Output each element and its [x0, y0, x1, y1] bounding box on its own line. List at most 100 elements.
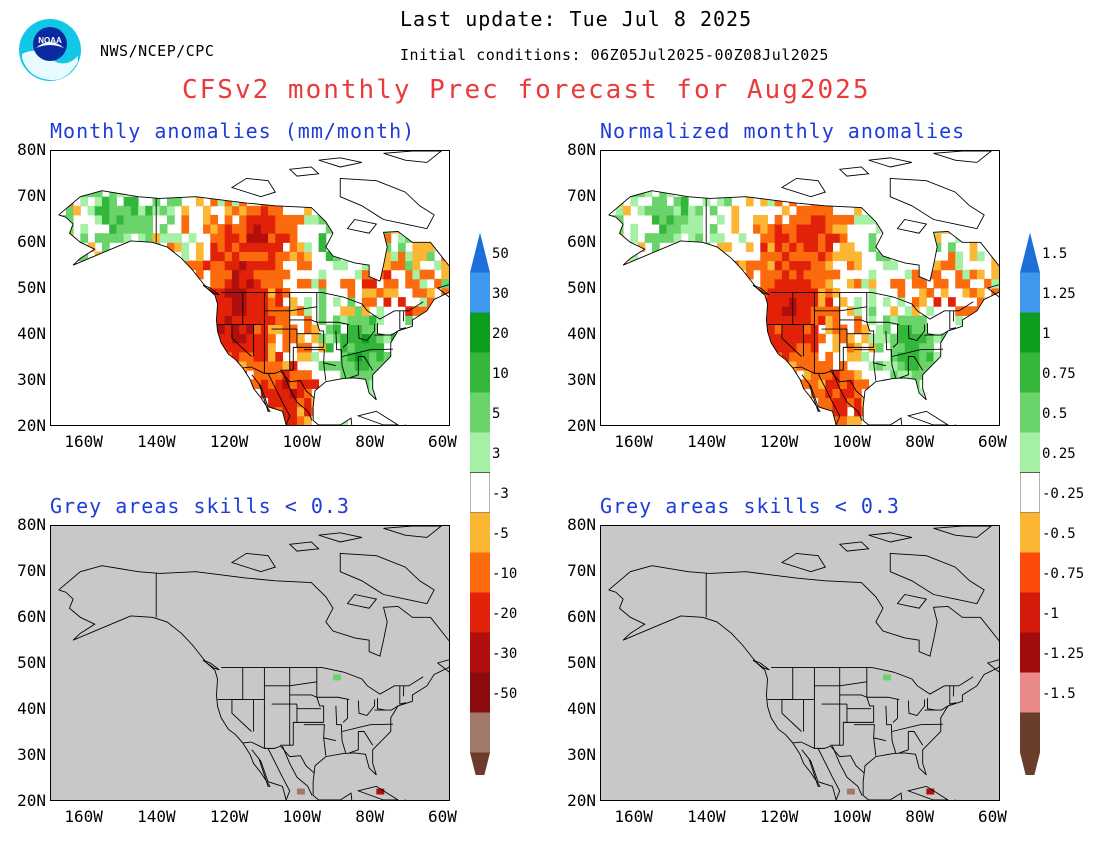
initial-conditions: Initial conditions: 06Z05Jul2025-00Z08Ju… [400, 46, 829, 64]
colorbar-tick-label: 0.5 [1042, 406, 1068, 422]
colorbar-tick-label: 20 [492, 326, 509, 342]
lon-tick-label: 100W [832, 432, 872, 451]
skill-spot [883, 674, 891, 681]
colorbar-segment [1020, 632, 1040, 673]
lon-tick-label: 160W [64, 432, 103, 451]
colorbar-segment [470, 352, 490, 393]
colorbar-tick-label: 5 [492, 406, 501, 422]
colorbar-segment [1020, 672, 1040, 713]
lat-tick-label: 30N [17, 370, 46, 389]
lon-tick-label: 80W [905, 432, 935, 451]
lon-tick-label: 160W [614, 432, 653, 451]
skill-spot [376, 788, 385, 795]
lat-tick-label: 60N [17, 232, 46, 251]
colorbar-segment [470, 392, 490, 433]
colorbar-segment [1020, 712, 1040, 753]
colorbar-normalized [1020, 232, 1040, 775]
colorbar-tick-label: -1.25 [1042, 646, 1085, 662]
map-canvas [608, 526, 999, 800]
lat-tick-label: 80N [17, 140, 46, 159]
colorbar-segment [470, 712, 490, 753]
colorbar-tick-label: -0.5 [1042, 526, 1076, 542]
lat-tick-label: 20N [567, 791, 596, 810]
panel-title-normalized: Normalized monthly anomalies [600, 119, 966, 143]
lon-tick-label: 100W [282, 432, 322, 451]
skill-spot [296, 788, 305, 795]
noaa-logo-icon: NOAA [19, 19, 81, 81]
colorbar-segment [1020, 392, 1040, 433]
panel-title-anomalies: Monthly anomalies (mm/month) [50, 119, 416, 143]
colorbar-segment [470, 552, 490, 593]
colorbar-tick-label: 0.75 [1042, 366, 1076, 382]
lat-tick-label: 40N [17, 699, 46, 718]
lon-tick-label: 60W [428, 432, 457, 451]
lat-tick-label: 40N [567, 699, 596, 718]
skill-spot [926, 788, 935, 795]
colorbar-tick-label: -10 [492, 566, 518, 582]
colorbar-segment [470, 432, 490, 473]
lat-tick-label: 70N [567, 186, 596, 205]
lat-tick-label: 80N [17, 515, 46, 534]
colorbar-tick-label: 50 [492, 246, 509, 262]
lon-tick-label: 140W [687, 807, 726, 826]
lat-tick-label: 70N [17, 561, 46, 580]
colorbar-tick-label: -30 [492, 646, 518, 662]
colorbar-segment [470, 632, 490, 673]
lat-tick-label: 60N [567, 232, 596, 251]
colorbar-tick-label: 0.25 [1042, 446, 1076, 462]
colorbar-tick-label: 10 [492, 366, 509, 382]
lat-tick-label: 70N [17, 186, 46, 205]
colorbar-tick-label: -3 [492, 486, 509, 502]
panel-title-skill-right: Grey areas skills < 0.3 [600, 494, 900, 518]
skill-spot [846, 788, 855, 795]
lat-tick-label: 30N [567, 370, 596, 389]
lon-tick-label: 140W [137, 432, 176, 451]
colorbar-segment [1020, 312, 1040, 353]
colorbar-tick-label: -5 [492, 526, 509, 542]
lon-tick-label: 80W [905, 807, 935, 826]
lat-tick-label: 50N [17, 653, 46, 672]
colorbar-segment [470, 312, 490, 353]
lat-tick-label: 40N [567, 324, 596, 343]
skill-spot [333, 674, 341, 681]
lat-tick-label: 40N [17, 324, 46, 343]
logo-text: NOAA [38, 36, 62, 45]
lon-tick-label: 120W [759, 807, 799, 826]
colorbar-tick-label: 1.5 [1042, 246, 1068, 262]
colorbar-segment [1020, 592, 1040, 633]
colorbar-arrow-bottom [1020, 752, 1040, 775]
map-skill-right [600, 525, 1000, 801]
lon-tick-label: 100W [282, 807, 322, 826]
lon-tick-label: 80W [355, 807, 385, 826]
lon-tick-label: 60W [428, 807, 457, 826]
lat-tick-label: 20N [17, 416, 46, 435]
lat-tick-label: 70N [567, 561, 596, 580]
colorbar-segment [1020, 352, 1040, 393]
lat-tick-label: 80N [567, 515, 596, 534]
colorbar-segment [1020, 552, 1040, 593]
coastlines [608, 526, 999, 800]
lat-tick-label: 50N [17, 278, 46, 297]
lon-tick-label: 160W [614, 807, 653, 826]
agency-label: NWS/NCEP/CPC [100, 42, 215, 60]
map-canvas [58, 526, 449, 800]
lat-tick-label: 50N [567, 653, 596, 672]
lon-tick-label: 120W [209, 432, 249, 451]
colorbar-segment [470, 592, 490, 633]
colorbar-arrow-top [470, 232, 490, 273]
lon-tick-label: 60W [978, 807, 1007, 826]
coastlines [58, 526, 449, 800]
colorbar-segment [470, 272, 490, 313]
colorbar-tick-label: -1.5 [1042, 686, 1076, 702]
lat-tick-label: 30N [567, 745, 596, 764]
lon-tick-label: 80W [355, 432, 385, 451]
colorbar-anomalies [470, 232, 490, 775]
colorbar-tick-label: -0.75 [1042, 566, 1085, 582]
lat-tick-label: 20N [567, 416, 596, 435]
lat-tick-label: 30N [17, 745, 46, 764]
colorbar-segment [470, 472, 490, 513]
colorbar-tick-label: 1.25 [1042, 286, 1076, 302]
colorbar-tick-label: 1 [1042, 326, 1051, 342]
map-canvas [58, 151, 449, 425]
lon-tick-label: 140W [687, 432, 726, 451]
